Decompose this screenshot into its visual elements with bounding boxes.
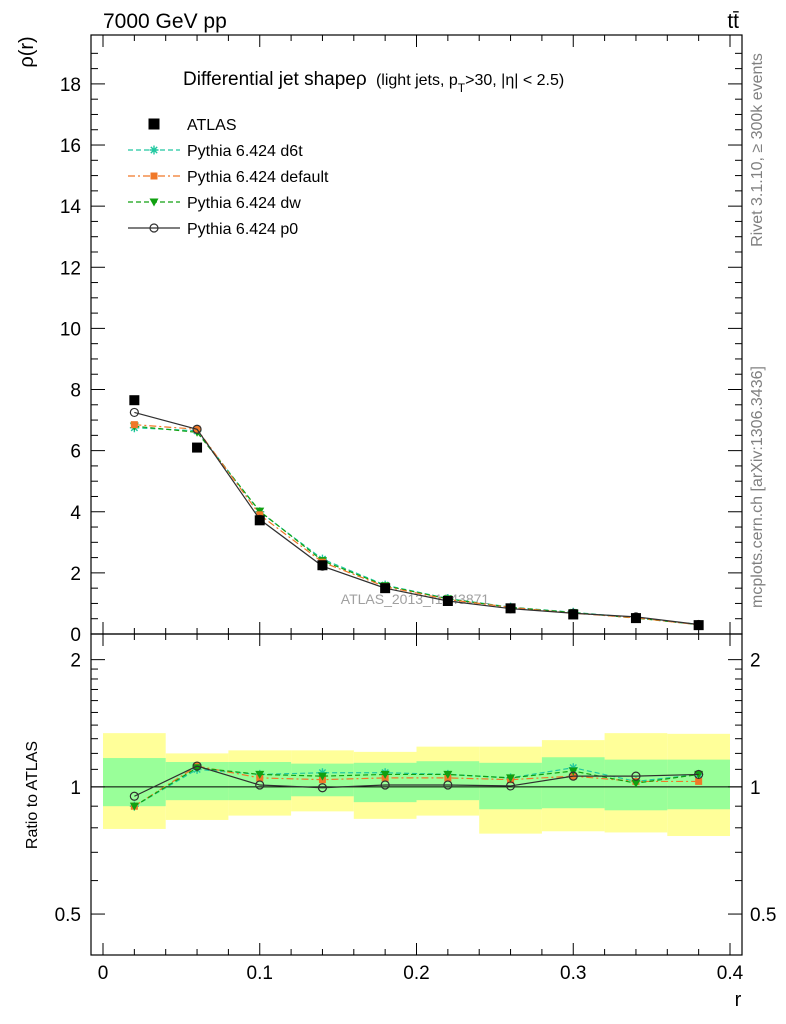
ratio-pythia-6-424-dw-point	[129, 802, 139, 811]
main-panel: 0 2 4 6 8 10 12 14 16 18	[60, 34, 743, 646]
main-y-tick-label: 6	[70, 442, 81, 463]
series-atlas-point	[505, 603, 516, 614]
ratio-pythia-6-424-dw-point	[380, 770, 390, 779]
legend: ATLAS Pythia 6.424 d6t Pythia 6.424 defaul…	[128, 117, 329, 238]
ratio-y-tick-label-right: 1	[750, 778, 761, 799]
band-stat-bin	[103, 758, 166, 807]
ratio-pythia-6-424-p0-point	[380, 780, 390, 790]
legend-label: Pythia 6.424 p0	[187, 221, 298, 238]
series-atlas-point	[192, 442, 203, 453]
series-atlas-point	[129, 395, 140, 406]
series-pythia-6-424-default-point	[130, 421, 138, 429]
analysis-watermark: ATLAS_2013_I1243871	[341, 591, 490, 607]
series-atlas-point	[630, 613, 641, 624]
series-atlas-point	[568, 609, 579, 620]
ratio-y-axis-label: Ratio to ATLAS	[24, 741, 41, 849]
energy-label: 7000 GeV pp	[103, 10, 227, 33]
ratio-pythia-6-424-dw-point	[443, 770, 453, 779]
ratio-pythia-6-424-p0-point	[192, 761, 202, 771]
x-tick-label: 0	[98, 963, 109, 984]
main-y-tick-label: 2	[70, 564, 81, 585]
legend-marker	[148, 118, 160, 130]
chart-title-b: >30, |η| < 2.5)	[465, 72, 564, 89]
x-axis-label: r	[735, 989, 742, 1011]
main-y-tick-label: 4	[70, 503, 81, 524]
rivet-label: Rivet 3.1.10, ≥ 300k events	[749, 53, 766, 247]
chart-title-main: Differential jet shapeρ	[183, 69, 367, 90]
ratio-y-tick-label-right: 2	[750, 651, 761, 672]
x-tick-label: 0.2	[403, 963, 429, 984]
series-atlas-point	[317, 560, 328, 571]
series-pythia-6-424-p0-point	[129, 407, 139, 418]
process-label: tt̄	[727, 10, 739, 33]
ratio-pythia-6-424-default-line	[134, 765, 699, 807]
ratio-y-tick-label-right: 0.5	[750, 905, 776, 926]
ratio-y-tick-label-left: 2	[70, 651, 81, 672]
legend-label: Pythia 6.424 dw	[187, 195, 301, 212]
ratio-pythia-6-424-p0-line	[134, 765, 699, 797]
ratio-pythia-6-424-default-point	[695, 777, 703, 785]
legend-marker	[150, 172, 158, 180]
legend-label: Pythia 6.424 default	[187, 169, 329, 186]
main-y-tick-label: 18	[60, 75, 81, 96]
chart-title-sub: T	[458, 81, 466, 95]
ratio-y-tick-label-left: 1	[70, 778, 81, 799]
ratio-pythia-6-424-p0-point	[317, 783, 328, 793]
main-y-tick-label: 14	[60, 197, 82, 218]
ratio-pythia-6-424-p0-point	[694, 769, 704, 780]
ratio-y-tick-label-left: 0.5	[55, 905, 81, 926]
ratio-pythia-6-424-p0-point	[129, 791, 139, 801]
legend-marker	[149, 223, 159, 233]
main-y-tick-label: 8	[70, 381, 81, 402]
ratio-pythia-6-424-dw-point	[255, 770, 265, 779]
series-pythia-6-424-p0-point	[192, 424, 202, 434]
ratio-pythia-6-424-p0-point	[631, 771, 641, 781]
ratio-pythia-6-424-p0-point	[443, 780, 453, 790]
main-y-tick-label: 16	[60, 136, 81, 157]
ratio-panel: 0 0.1 0.2 0.3 0.4 0.5 0.5 1 1 2 2	[55, 633, 776, 984]
x-tick-label: 0.4	[717, 963, 744, 984]
chart-title-a: (light jets, p	[376, 72, 458, 89]
legend-marker	[149, 198, 159, 207]
ratio-pythia-6-424-dw-point	[568, 767, 578, 776]
x-tick-label: 0.1	[247, 963, 273, 984]
ratio-pythia-6-424-p0-point	[255, 780, 265, 790]
ratio-pythia-6-424-p0-point	[505, 781, 516, 791]
legend-marker	[149, 145, 159, 155]
main-y-tick-label: 10	[60, 319, 81, 340]
ratio-pythia-6-424-dw-point	[631, 779, 641, 788]
ratio-pythia-6-424-dw-point	[317, 772, 327, 781]
chart-title: Differential jet shapeρ (light jets, pT>…	[183, 69, 564, 95]
series-atlas-point	[693, 620, 704, 631]
series-pythia-6-424-p0-line	[134, 411, 699, 626]
main-y-tick-label: 0	[70, 625, 81, 646]
x-tick-label: 0.3	[560, 963, 586, 984]
series-atlas-point	[254, 515, 265, 526]
main-y-axis-label: ρ(r)	[16, 36, 38, 67]
mcplots-label: mcplots.cern.ch [arXiv:1306.3436]	[749, 366, 766, 608]
ratio-pythia-6-424-dw-line	[134, 767, 699, 807]
ratio-pythia-6-424-dw-point	[506, 774, 516, 783]
main-y-tick-label: 12	[60, 258, 81, 279]
legend-label: ATLAS	[187, 117, 237, 134]
series-atlas-point	[442, 595, 453, 606]
series-atlas-point	[380, 583, 391, 594]
ratio-pythia-6-424-p0-point	[568, 771, 578, 781]
legend-label: Pythia 6.424 d6t	[187, 143, 303, 160]
